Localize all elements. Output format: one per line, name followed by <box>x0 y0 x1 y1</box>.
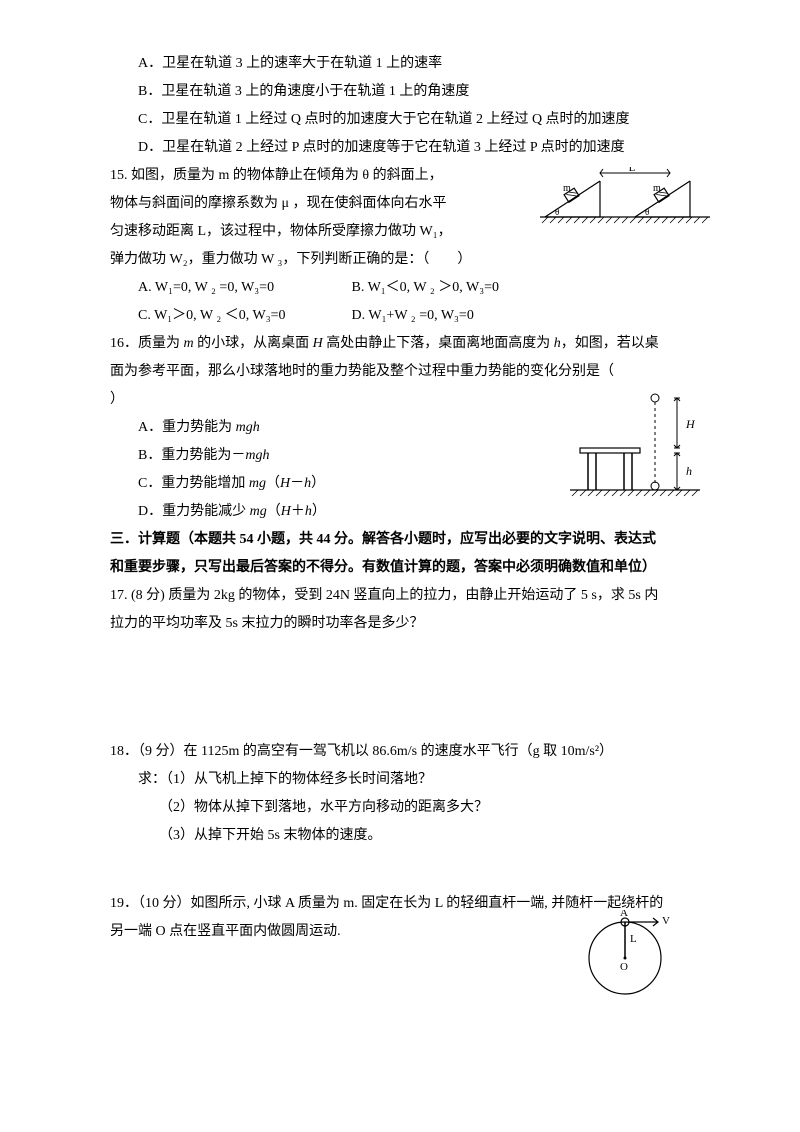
section3-title-line1: 三．计算题（本题共 54 小题，共 44 分。解答各小题时，应写出必要的文字说明… <box>110 526 700 554</box>
q18-sub2: （2）物体从掉下到落地，水平方向移动的距离多大？ <box>110 794 700 822</box>
q16-figure: H h <box>570 390 700 511</box>
q15-line4: 弹力做功 W₂，重力做功 W ₃，下列判断正确的是：（ ） <box>110 246 700 274</box>
svg-text:O: O <box>620 961 628 973</box>
q14-opt-b: B．卫星在轨道 3 上的角速度小于在轨道 1 上的角速度 <box>110 78 700 106</box>
svg-text:θ: θ <box>555 207 559 217</box>
svg-text:h: h <box>686 464 692 478</box>
svg-text:L: L <box>629 167 636 174</box>
q16-stem-line1: 16．质量为 m 的小球，从离桌面 H 高处由静止下落，桌面离地面高度为 h，如… <box>110 330 700 358</box>
svg-text:A: A <box>620 910 628 919</box>
q19-figure: O L A V <box>580 910 680 1011</box>
q17-workspace <box>110 638 700 718</box>
svg-text:H: H <box>685 417 696 431</box>
q15-opts-row2: C. W₁＞0, W ₂ ＜0, W₃=0 D. W₁+W ₂ =0, W₃=0 <box>110 302 700 330</box>
svg-text:θ: θ <box>645 207 649 217</box>
svg-text:m: m <box>563 183 571 194</box>
svg-text:V: V <box>662 915 670 927</box>
section3-title-line2: 和重要步骤，只写出最后答案的不得分。有数值计算的题，答案中必须明确数值和单位） <box>110 554 700 582</box>
q15-opt-c: C. W₁＞0, W ₂ ＜0, W₃=0 <box>138 302 348 330</box>
q14-opt-d: D．卫星在轨道 2 上经过 P 点时的加速度等于它在轨道 3 上经过 P 点时的… <box>110 134 700 162</box>
q16-stem-line2: 面为参考平面，那么小球落地时的重力势能及整个过程中重力势能的变化分别是（ <box>110 358 700 386</box>
q15-figure: L m θ m <box>540 167 710 238</box>
q15-opts-row1: A. W₁=0, W ₂ =0, W₃=0 B. W₁＜0, W ₂ ＞0, W… <box>110 274 700 302</box>
q14-opt-c: C．卫星在轨道 1 上经过 Q 点时的加速度大于它在轨道 2 上经过 Q 点时的… <box>110 106 700 134</box>
q18-sub3: （3）从掉下开始 5s 末物体的速度。 <box>110 822 700 850</box>
q16-block: H h 16．质量为 m 的小球，从离桌面 H 高处由静止下落，桌面离地面高度为… <box>110 330 700 526</box>
q14-opt-a: A．卫星在轨道 3 上的速率大于在轨道 1 上的速率 <box>110 50 700 78</box>
q17-line2: 拉力的平均功率及 5s 末拉力的瞬时功率各是多少？ <box>110 610 700 638</box>
q18-sub1: 求：（1）从飞机上掉下的物体经多长时间落地？ <box>110 766 700 794</box>
q15-block: L m θ m <box>110 162 700 330</box>
svg-text:L: L <box>630 933 637 945</box>
q19-block: O L A V 19．（10 分）如图所示, 小球 A 质量为 m. 固定在长为… <box>110 890 700 946</box>
q17-line1: 17. (8 分) 质量为 2kg 的物体，受到 24N 竖直向上的拉力，由静止… <box>110 582 700 610</box>
q15-opt-b: B. W₁＜0, W ₂ ＞0, W₃=0 <box>352 280 500 295</box>
svg-text:m: m <box>653 183 661 194</box>
q15-opt-a: A. W₁=0, W ₂ =0, W₃=0 <box>138 274 348 302</box>
q15-opt-d: D. W₁+W ₂ =0, W₃=0 <box>352 308 474 323</box>
q18-line1: 18．（9 分）在 1125m 的高空有一驾飞机以 86.6m/s 的速度水平飞… <box>110 738 700 766</box>
